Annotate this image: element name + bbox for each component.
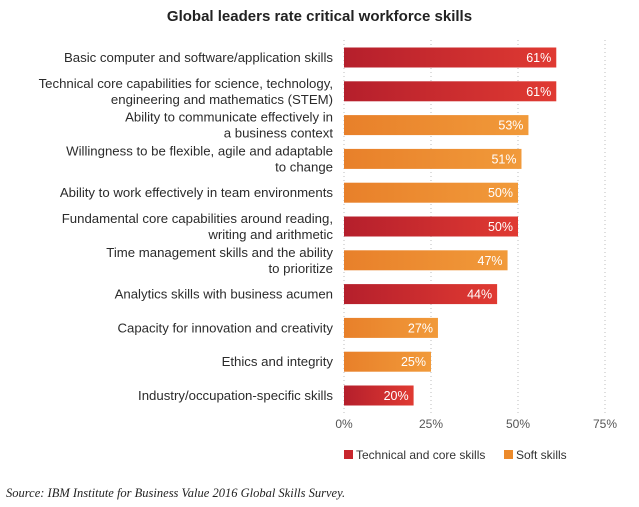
category-label: Time management skills and the ability bbox=[106, 245, 333, 260]
bar-technical bbox=[344, 81, 557, 102]
legend-label-technical: Technical and core skills bbox=[356, 448, 485, 462]
category-label: Capacity for innovation and creativity bbox=[117, 320, 333, 335]
source-note: Source: IBM Institute for Business Value… bbox=[6, 486, 346, 500]
bar-technical bbox=[344, 385, 414, 406]
chart-title: Global leaders rate critical workforce s… bbox=[166, 8, 473, 25]
category-label: a business context bbox=[224, 126, 334, 141]
category-label: Willingness to be flexible, agile and ad… bbox=[66, 143, 333, 158]
x-tick-label: 75% bbox=[593, 417, 617, 431]
bar-value-label: 51% bbox=[491, 152, 516, 166]
bar-technical bbox=[344, 216, 518, 237]
category-label: Ability to work effectively in team envi… bbox=[60, 185, 334, 200]
bar-value-label: 20% bbox=[384, 389, 409, 403]
bar-soft bbox=[344, 148, 522, 169]
category-label: Ethics and integrity bbox=[222, 354, 334, 369]
category-label: writing and arithmetic bbox=[207, 227, 333, 242]
bar-value-label: 25% bbox=[401, 355, 426, 369]
category-label: to change bbox=[275, 159, 333, 174]
legend-swatch-technical bbox=[344, 450, 353, 459]
bar-value-label: 44% bbox=[467, 288, 492, 302]
category-label: Technical core capabilities for science,… bbox=[39, 76, 333, 91]
bar-soft bbox=[344, 115, 529, 136]
bar-soft bbox=[344, 351, 431, 372]
bar-value-label: 61% bbox=[526, 85, 551, 99]
bar-technical bbox=[344, 47, 557, 68]
bar-soft bbox=[344, 317, 438, 338]
x-tick-label: 0% bbox=[335, 417, 353, 431]
bar-soft bbox=[344, 182, 518, 203]
bar-value-label: 61% bbox=[526, 51, 551, 65]
category-label: Analytics skills with business acumen bbox=[115, 287, 333, 302]
bar-value-label: 50% bbox=[488, 186, 513, 200]
category-label: Basic computer and software/application … bbox=[64, 50, 333, 65]
bar-value-label: 50% bbox=[488, 220, 513, 234]
category-label: to prioritize bbox=[269, 261, 334, 276]
category-label: Industry/occupation-specific skills bbox=[138, 388, 333, 403]
category-label: Ability to communicate effectively in bbox=[125, 110, 333, 125]
bar-soft bbox=[344, 250, 508, 271]
bar-value-label: 47% bbox=[478, 254, 503, 268]
bar-value-label: 27% bbox=[408, 321, 433, 335]
x-tick-label: 25% bbox=[419, 417, 443, 431]
legend-label-soft: Soft skills bbox=[516, 448, 567, 462]
bar-technical bbox=[344, 284, 498, 305]
category-label: engineering and mathematics (STEM) bbox=[111, 92, 333, 107]
category-label: Fundamental core capabilities around rea… bbox=[62, 211, 333, 226]
bar-value-label: 53% bbox=[498, 119, 523, 133]
legend-swatch-soft bbox=[504, 450, 513, 459]
x-tick-label: 50% bbox=[506, 417, 530, 431]
